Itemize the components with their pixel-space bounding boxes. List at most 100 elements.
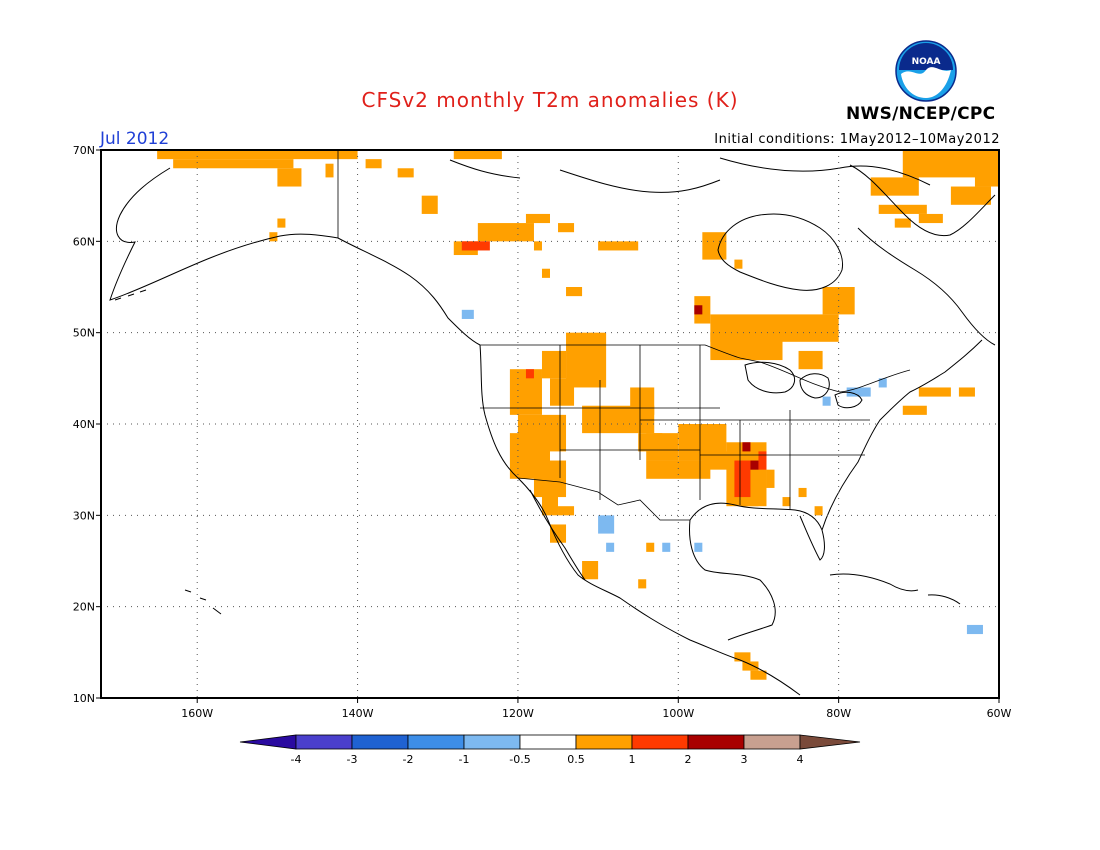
anomaly-cell <box>541 487 559 516</box>
colorbar: -4 -3 -2 -1 -0.5 0.5 1 2 3 4 <box>239 734 861 766</box>
anomaly-cell <box>646 460 711 479</box>
anomaly-cell <box>630 387 655 415</box>
anomaly-cell <box>566 287 583 297</box>
anomaly-cell <box>958 387 975 397</box>
colorbar-segment <box>407 734 465 750</box>
lon-tick-label: 120W <box>502 707 534 720</box>
anomaly-cell <box>750 670 767 680</box>
colorbar-segment <box>631 734 689 750</box>
anomaly-cell <box>541 350 567 379</box>
colorbar-segment <box>519 734 577 750</box>
anomaly-cell <box>918 213 943 224</box>
lat-tick-label: 50N <box>73 327 95 340</box>
anomaly-cell <box>550 378 575 406</box>
anomaly-cell <box>277 168 302 187</box>
anomaly-cell <box>742 442 751 452</box>
anomaly-cell <box>974 168 999 187</box>
latitude-labels: 70N 60N 50N 40N 30N 20N 10N <box>73 144 95 705</box>
colorbar-label: 2 <box>685 753 692 766</box>
map-title: CFSv2 monthly T2m anomalies (K) <box>361 88 739 112</box>
anomaly-cell <box>878 378 887 388</box>
anomaly-cell <box>277 218 286 228</box>
anomaly-cell <box>461 309 474 319</box>
tick-marks <box>96 149 1000 703</box>
anomaly-cell <box>694 542 703 552</box>
anomaly-cell <box>798 487 807 498</box>
colorbar-segment <box>351 734 409 750</box>
colorbar-arrow-low <box>239 734 297 750</box>
lat-tick-label: 30N <box>73 509 95 522</box>
anomaly-cell <box>694 305 703 315</box>
anomaly-cell <box>702 232 727 260</box>
anomaly-cell <box>646 542 655 552</box>
anomaly-cell <box>918 387 951 397</box>
colorbar-arrow-high <box>799 734 861 750</box>
anomaly-cell <box>750 460 759 470</box>
lat-tick-label: 10N <box>73 692 95 705</box>
lon-tick-label: 160W <box>181 707 213 720</box>
anomaly-cell <box>638 579 647 589</box>
anomaly-cell <box>950 186 991 205</box>
lon-tick-label: 140W <box>342 707 374 720</box>
anomaly-cell <box>269 232 278 242</box>
forecast-period: Jul 2012 <box>100 129 170 149</box>
anomaly-cell <box>325 163 334 178</box>
anomaly-cell <box>541 268 550 278</box>
anomaly-cell <box>421 195 438 214</box>
anomaly-cell <box>766 469 775 488</box>
anomaly-cell <box>525 369 534 379</box>
anomaly-cell <box>558 506 575 516</box>
anomaly-cell <box>894 218 911 228</box>
anomaly-cell <box>750 332 783 361</box>
longitude-labels: 160W 140W 120W 100W 80W 60W <box>181 707 1011 720</box>
lon-tick-label: 60W <box>987 707 1012 720</box>
colorbar-label: -0.5 <box>509 753 530 766</box>
anomaly-cell <box>558 223 575 233</box>
lon-tick-label: 100W <box>662 707 694 720</box>
anomaly-cell <box>550 524 567 543</box>
lat-tick-label: 60N <box>73 235 95 248</box>
graticule <box>101 150 999 698</box>
anomaly-cell <box>606 542 615 552</box>
anomaly-cell <box>173 159 294 169</box>
colorbar-label: 0.5 <box>567 753 585 766</box>
colorbar-label: -4 <box>291 753 302 766</box>
lon-tick-label: 80W <box>826 707 851 720</box>
colorbar-segment <box>575 734 633 750</box>
colorbar-segment <box>743 734 801 750</box>
anomaly-cell <box>525 213 550 224</box>
anomaly-cell <box>878 204 927 214</box>
anomaly-cell <box>461 241 490 251</box>
initial-conditions: Initial conditions: 1May2012–10May2012 <box>714 132 1000 147</box>
colorbar-segment <box>687 734 745 750</box>
anomaly-cell <box>397 168 414 178</box>
anomaly-cell <box>846 387 871 397</box>
anomaly-field <box>157 150 999 680</box>
anomaly-cell <box>582 561 599 580</box>
agency-label: NWS/NCEP/CPC <box>846 104 996 124</box>
coastlines <box>109 157 996 696</box>
colorbar-label: 4 <box>797 753 804 766</box>
anomaly-cell <box>157 150 358 160</box>
anomaly-cell <box>477 223 534 242</box>
lat-tick-label: 40N <box>73 418 95 431</box>
colorbar-segment <box>295 734 353 750</box>
anomaly-cell <box>453 150 502 160</box>
anomaly-cell <box>734 259 743 269</box>
svg-text:NOAA: NOAA <box>912 57 941 67</box>
anomaly-cell <box>533 241 542 251</box>
anomaly-cell <box>814 506 823 516</box>
lat-tick-label: 70N <box>73 144 95 157</box>
anomaly-cell <box>566 332 607 388</box>
colorbar-label: -3 <box>347 753 358 766</box>
anomaly-cell <box>742 661 759 671</box>
anomaly-cell <box>782 497 791 507</box>
colorbar-segment <box>463 734 521 750</box>
lat-tick-label: 20N <box>73 601 95 614</box>
anomaly-cell <box>798 350 823 370</box>
colorbar-label: -2 <box>403 753 414 766</box>
anomaly-cell <box>598 241 639 251</box>
anomaly-cell <box>902 405 927 415</box>
anomaly-cell <box>598 515 615 534</box>
